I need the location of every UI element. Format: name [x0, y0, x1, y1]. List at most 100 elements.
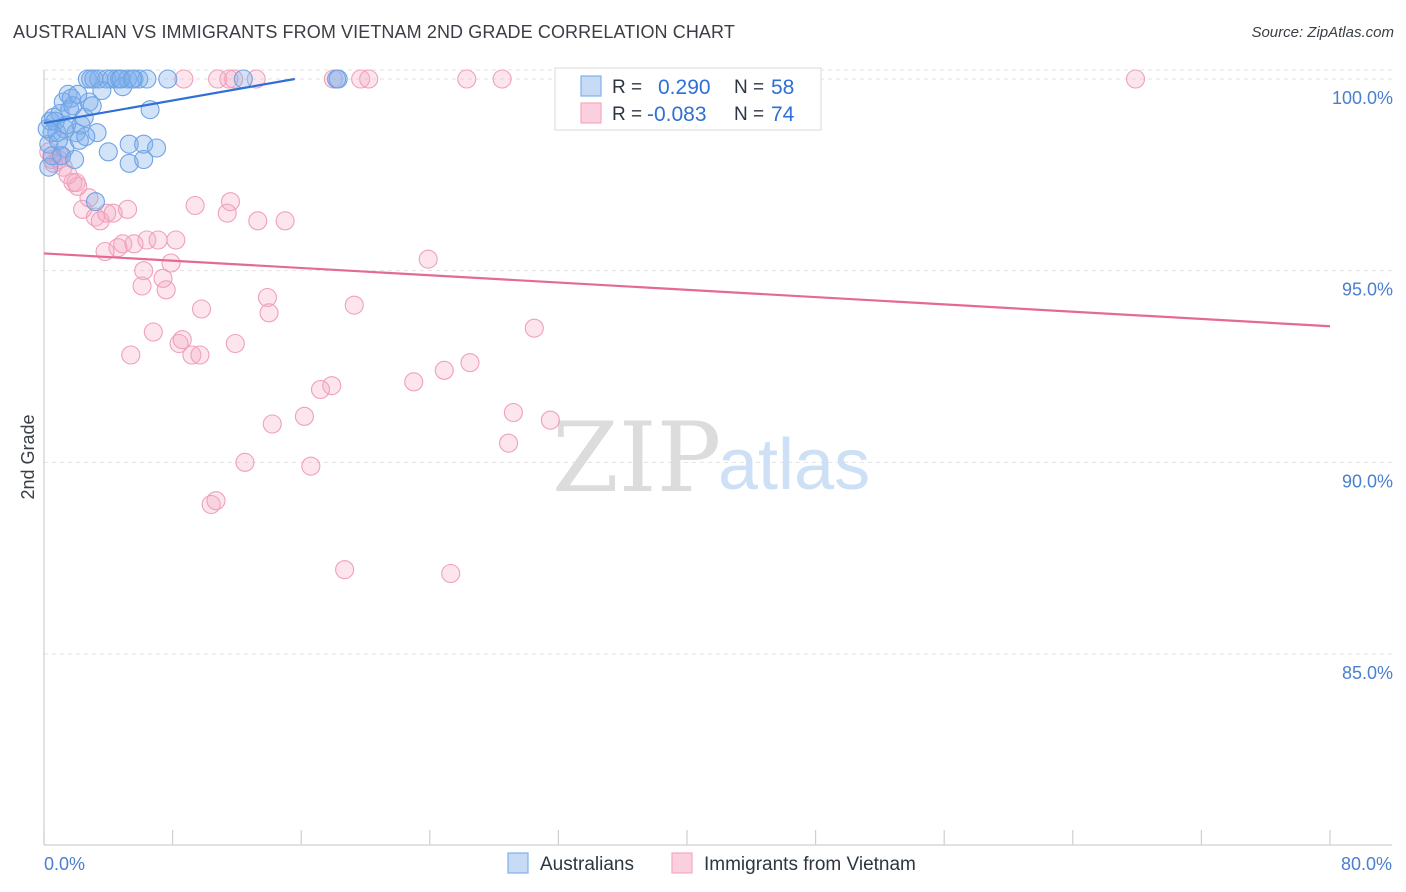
point-australians: [98, 142, 118, 162]
point-vietnam: [113, 234, 133, 254]
watermark-atlas: atlas: [718, 425, 870, 505]
point-vietnam: [351, 69, 371, 89]
y-axis-label: 2nd Grade: [18, 414, 38, 499]
legend-r-value-2: -0.083: [647, 103, 707, 126]
point-australians: [39, 134, 59, 154]
point-vietnam: [310, 379, 331, 400]
point-vietnam: [156, 280, 176, 300]
point-australians: [68, 84, 88, 104]
point-australians: [76, 126, 96, 147]
point-vietnam: [143, 322, 163, 342]
point-vietnam: [161, 253, 181, 273]
point-australians: [87, 123, 107, 143]
point-australians: [134, 134, 154, 154]
x-tick-label-min: 0.0%: [44, 854, 85, 874]
point-vietnam: [460, 353, 480, 373]
point-vietnam: [224, 69, 244, 89]
point-vietnam: [418, 249, 438, 269]
point-vietnam: [524, 318, 544, 338]
point-australians: [63, 96, 83, 116]
point-vietnam: [121, 345, 141, 365]
point-vietnam: [492, 69, 512, 89]
point-vietnam: [335, 560, 355, 580]
watermark-zip: ZIP: [552, 402, 721, 514]
point-vietnam: [344, 295, 364, 315]
point-australians: [39, 157, 59, 177]
point-vietnam: [248, 211, 268, 231]
point-vietnam: [217, 203, 237, 223]
point-vietnam: [259, 303, 279, 323]
point-vietnam: [66, 172, 86, 193]
point-australians: [84, 69, 104, 89]
point-vietnam: [124, 234, 144, 254]
point-australians: [92, 80, 112, 101]
y-tick-label-95: 95.0%: [1342, 280, 1393, 300]
point-vietnam: [182, 345, 202, 365]
point-vietnam: [503, 402, 523, 423]
point-vietnam: [190, 345, 210, 365]
source-note: Source: ZipAtlas.com: [1251, 24, 1394, 41]
points-layer: [37, 69, 1146, 584]
point-australians: [328, 69, 348, 89]
legend-swatch-australians: [580, 75, 602, 97]
point-vietnam: [441, 563, 461, 584]
point-australians: [146, 138, 167, 158]
legend-n-value-1: 58: [771, 76, 794, 99]
point-vietnam: [97, 203, 117, 223]
y-tick-label-90: 90.0%: [1342, 471, 1393, 491]
point-australians: [111, 69, 131, 89]
point-vietnam: [208, 69, 228, 89]
point-vietnam: [499, 433, 519, 453]
x-tick-label-max: 80.0%: [1341, 854, 1392, 874]
bottom-legend-label-vietnam: Immigrants from Vietnam: [704, 854, 916, 875]
point-australians: [113, 77, 133, 97]
legend-r-value-1: 0.290: [658, 76, 711, 99]
point-australians: [119, 134, 139, 154]
point-vietnam: [434, 360, 454, 380]
point-australians: [233, 69, 253, 89]
point-vietnam: [185, 195, 205, 216]
point-vietnam: [137, 230, 157, 250]
point-vietnam: [169, 333, 189, 354]
point-australians: [122, 69, 142, 89]
trendline-australians: [43, 77, 295, 125]
point-australians: [58, 84, 78, 104]
bottom-legend-swatch-australians: [507, 852, 529, 874]
point-australians: [79, 92, 99, 112]
point-australians: [119, 153, 139, 173]
point-vietnam: [301, 456, 321, 476]
axes-layer: [43, 70, 1392, 846]
point-vietnam: [322, 376, 342, 396]
point-vietnam: [275, 211, 295, 231]
point-australians: [48, 130, 69, 150]
legend-n-label-2: N =: [734, 104, 764, 125]
legend-box: R = 0.290 N = 58 R = -0.083 N = 74: [554, 67, 822, 131]
point-vietnam: [219, 69, 239, 89]
bottom-legend: Australians Immigrants from Vietnam: [507, 852, 916, 875]
point-vietnam: [206, 491, 226, 511]
bottom-legend-swatch-vietnam: [671, 852, 693, 874]
y-tick-labels: 85.0% 90.0% 95.0% 100.0%: [1332, 88, 1393, 683]
point-vietnam: [118, 199, 138, 219]
point-vietnam: [103, 203, 123, 223]
grid-layer: [44, 69, 1392, 655]
point-vietnam: [404, 372, 424, 392]
point-vietnam: [134, 261, 154, 281]
point-australians: [52, 146, 72, 166]
point-vietnam: [540, 410, 560, 430]
point-australians: [137, 69, 157, 89]
point-vietnam: [262, 414, 282, 434]
legend-n-label-1: N =: [734, 77, 764, 98]
bottom-legend-label-australians: Australians: [540, 854, 634, 875]
legend-r-label-2: R =: [612, 104, 642, 125]
point-vietnam: [257, 287, 277, 308]
legend-swatch-vietnam: [580, 102, 602, 124]
point-australians: [37, 119, 57, 139]
legend-n-value-2: 74: [771, 103, 795, 126]
point-australians: [158, 69, 178, 89]
point-vietnam: [225, 333, 245, 354]
point-vietnam: [132, 276, 152, 296]
point-australians: [85, 192, 105, 212]
legend-r-label-1: R =: [612, 77, 642, 98]
